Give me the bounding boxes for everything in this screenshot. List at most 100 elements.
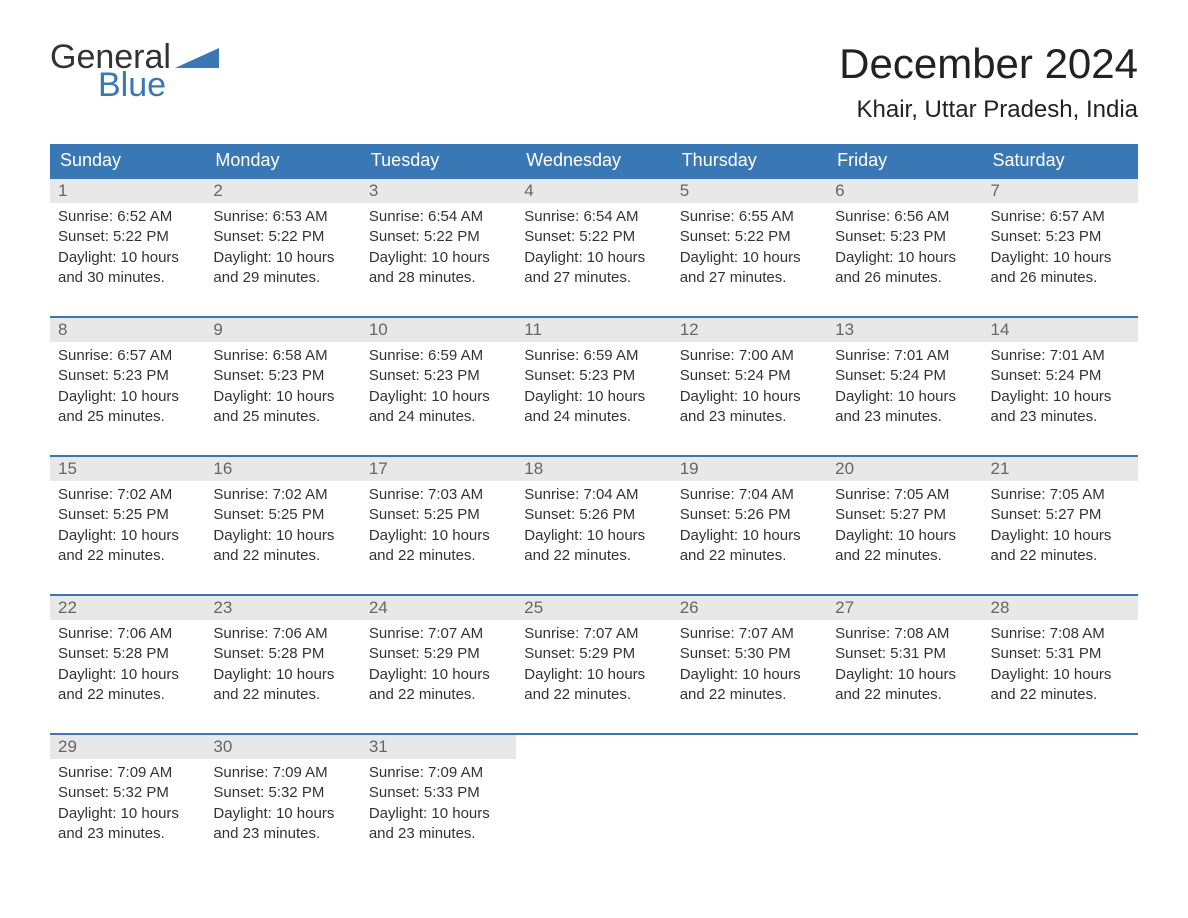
day-body: Sunrise: 7:07 AMSunset: 5:29 PMDaylight:…: [516, 620, 671, 733]
daylight-line: Daylight: 10 hours and 23 minutes.: [58, 804, 197, 845]
daylight-line: Daylight: 10 hours and 22 minutes.: [369, 526, 508, 567]
calendar-cell: 4Sunrise: 6:54 AMSunset: 5:22 PMDaylight…: [516, 178, 671, 317]
daylight-line: Daylight: 10 hours and 26 minutes.: [835, 248, 974, 289]
daylight-line: Daylight: 10 hours and 22 minutes.: [524, 526, 663, 567]
calendar-cell: [983, 734, 1138, 872]
daylight-line: Daylight: 10 hours and 22 minutes.: [58, 526, 197, 567]
daylight-line: Daylight: 10 hours and 23 minutes.: [991, 387, 1130, 428]
daylight-line: Daylight: 10 hours and 22 minutes.: [58, 665, 197, 706]
sunset-line: Sunset: 5:28 PM: [213, 644, 352, 664]
day-number: 16: [205, 457, 360, 481]
calendar-cell: 20Sunrise: 7:05 AMSunset: 5:27 PMDayligh…: [827, 456, 982, 595]
day-body: Sunrise: 6:54 AMSunset: 5:22 PMDaylight:…: [516, 203, 671, 316]
column-header-monday: Monday: [205, 144, 360, 178]
day-number: 30: [205, 735, 360, 759]
sunrise-line: Sunrise: 7:09 AM: [213, 763, 352, 783]
day-number: 28: [983, 596, 1138, 620]
day-body: Sunrise: 7:07 AMSunset: 5:30 PMDaylight:…: [672, 620, 827, 733]
day-body: Sunrise: 7:03 AMSunset: 5:25 PMDaylight:…: [361, 481, 516, 594]
day-number: 24: [361, 596, 516, 620]
day-body: Sunrise: 7:04 AMSunset: 5:26 PMDaylight:…: [516, 481, 671, 594]
sunrise-line: Sunrise: 7:08 AM: [835, 624, 974, 644]
calendar-cell: 11Sunrise: 6:59 AMSunset: 5:23 PMDayligh…: [516, 317, 671, 456]
sunset-line: Sunset: 5:23 PM: [369, 366, 508, 386]
daylight-line: Daylight: 10 hours and 22 minutes.: [524, 665, 663, 706]
sunrise-line: Sunrise: 7:01 AM: [835, 346, 974, 366]
sunrise-line: Sunrise: 7:09 AM: [369, 763, 508, 783]
daylight-line: Daylight: 10 hours and 30 minutes.: [58, 248, 197, 289]
day-number: 9: [205, 318, 360, 342]
calendar-cell: [516, 734, 671, 872]
sunrise-line: Sunrise: 6:57 AM: [58, 346, 197, 366]
daylight-line: Daylight: 10 hours and 23 minutes.: [213, 804, 352, 845]
column-header-wednesday: Wednesday: [516, 144, 671, 178]
sunrise-line: Sunrise: 6:56 AM: [835, 207, 974, 227]
sunset-line: Sunset: 5:22 PM: [680, 227, 819, 247]
sunset-line: Sunset: 5:23 PM: [524, 366, 663, 386]
daylight-line: Daylight: 10 hours and 22 minutes.: [835, 526, 974, 567]
daylight-line: Daylight: 10 hours and 22 minutes.: [680, 526, 819, 567]
sunrise-line: Sunrise: 6:55 AM: [680, 207, 819, 227]
calendar-cell: 22Sunrise: 7:06 AMSunset: 5:28 PMDayligh…: [50, 595, 205, 734]
calendar-cell: 3Sunrise: 6:54 AMSunset: 5:22 PMDaylight…: [361, 178, 516, 317]
calendar-cell: 16Sunrise: 7:02 AMSunset: 5:25 PMDayligh…: [205, 456, 360, 595]
daylight-line: Daylight: 10 hours and 24 minutes.: [369, 387, 508, 428]
sunrise-line: Sunrise: 6:52 AM: [58, 207, 197, 227]
calendar-cell: 15Sunrise: 7:02 AMSunset: 5:25 PMDayligh…: [50, 456, 205, 595]
calendar-header-row: SundayMondayTuesdayWednesdayThursdayFrid…: [50, 144, 1138, 178]
header: General Blue December 2024 Khair, Uttar …: [50, 40, 1138, 124]
sunset-line: Sunset: 5:32 PM: [58, 783, 197, 803]
day-number: 17: [361, 457, 516, 481]
day-number: 15: [50, 457, 205, 481]
calendar-week-row: 1Sunrise: 6:52 AMSunset: 5:22 PMDaylight…: [50, 178, 1138, 317]
calendar-cell: 7Sunrise: 6:57 AMSunset: 5:23 PMDaylight…: [983, 178, 1138, 317]
day-number: 3: [361, 179, 516, 203]
sunset-line: Sunset: 5:23 PM: [58, 366, 197, 386]
day-number: 22: [50, 596, 205, 620]
calendar-cell: 28Sunrise: 7:08 AMSunset: 5:31 PMDayligh…: [983, 595, 1138, 734]
sunrise-line: Sunrise: 7:05 AM: [835, 485, 974, 505]
day-number: 11: [516, 318, 671, 342]
sunset-line: Sunset: 5:33 PM: [369, 783, 508, 803]
sunrise-line: Sunrise: 6:54 AM: [524, 207, 663, 227]
sunset-line: Sunset: 5:25 PM: [213, 505, 352, 525]
calendar-cell: 17Sunrise: 7:03 AMSunset: 5:25 PMDayligh…: [361, 456, 516, 595]
daylight-line: Daylight: 10 hours and 22 minutes.: [213, 665, 352, 706]
day-body: Sunrise: 6:56 AMSunset: 5:23 PMDaylight:…: [827, 203, 982, 316]
day-body: Sunrise: 7:09 AMSunset: 5:32 PMDaylight:…: [205, 759, 360, 872]
calendar-cell: 27Sunrise: 7:08 AMSunset: 5:31 PMDayligh…: [827, 595, 982, 734]
day-body: Sunrise: 7:07 AMSunset: 5:29 PMDaylight:…: [361, 620, 516, 733]
sunset-line: Sunset: 5:22 PM: [369, 227, 508, 247]
calendar-week-row: 22Sunrise: 7:06 AMSunset: 5:28 PMDayligh…: [50, 595, 1138, 734]
sunrise-line: Sunrise: 7:04 AM: [524, 485, 663, 505]
day-number: 27: [827, 596, 982, 620]
daylight-line: Daylight: 10 hours and 23 minutes.: [835, 387, 974, 428]
day-body: Sunrise: 6:59 AMSunset: 5:23 PMDaylight:…: [516, 342, 671, 455]
sunrise-line: Sunrise: 7:08 AM: [991, 624, 1130, 644]
day-number: 1: [50, 179, 205, 203]
day-number: 14: [983, 318, 1138, 342]
sunrise-line: Sunrise: 7:09 AM: [58, 763, 197, 783]
sunrise-line: Sunrise: 6:57 AM: [991, 207, 1130, 227]
sunrise-line: Sunrise: 6:58 AM: [213, 346, 352, 366]
column-header-saturday: Saturday: [983, 144, 1138, 178]
calendar-table: SundayMondayTuesdayWednesdayThursdayFrid…: [50, 144, 1138, 872]
day-number: 2: [205, 179, 360, 203]
sunrise-line: Sunrise: 7:07 AM: [524, 624, 663, 644]
calendar-cell: 5Sunrise: 6:55 AMSunset: 5:22 PMDaylight…: [672, 178, 827, 317]
sunset-line: Sunset: 5:22 PM: [524, 227, 663, 247]
calendar-week-row: 29Sunrise: 7:09 AMSunset: 5:32 PMDayligh…: [50, 734, 1138, 872]
sunset-line: Sunset: 5:26 PM: [524, 505, 663, 525]
column-header-tuesday: Tuesday: [361, 144, 516, 178]
sunrise-line: Sunrise: 6:59 AM: [524, 346, 663, 366]
calendar-cell: 25Sunrise: 7:07 AMSunset: 5:29 PMDayligh…: [516, 595, 671, 734]
day-number: 6: [827, 179, 982, 203]
calendar-cell: 31Sunrise: 7:09 AMSunset: 5:33 PMDayligh…: [361, 734, 516, 872]
day-body: Sunrise: 7:08 AMSunset: 5:31 PMDaylight:…: [983, 620, 1138, 733]
sunset-line: Sunset: 5:26 PM: [680, 505, 819, 525]
day-body: Sunrise: 6:52 AMSunset: 5:22 PMDaylight:…: [50, 203, 205, 316]
column-header-sunday: Sunday: [50, 144, 205, 178]
day-body: Sunrise: 7:09 AMSunset: 5:32 PMDaylight:…: [50, 759, 205, 872]
calendar-cell: 24Sunrise: 7:07 AMSunset: 5:29 PMDayligh…: [361, 595, 516, 734]
calendar-cell: 1Sunrise: 6:52 AMSunset: 5:22 PMDaylight…: [50, 178, 205, 317]
